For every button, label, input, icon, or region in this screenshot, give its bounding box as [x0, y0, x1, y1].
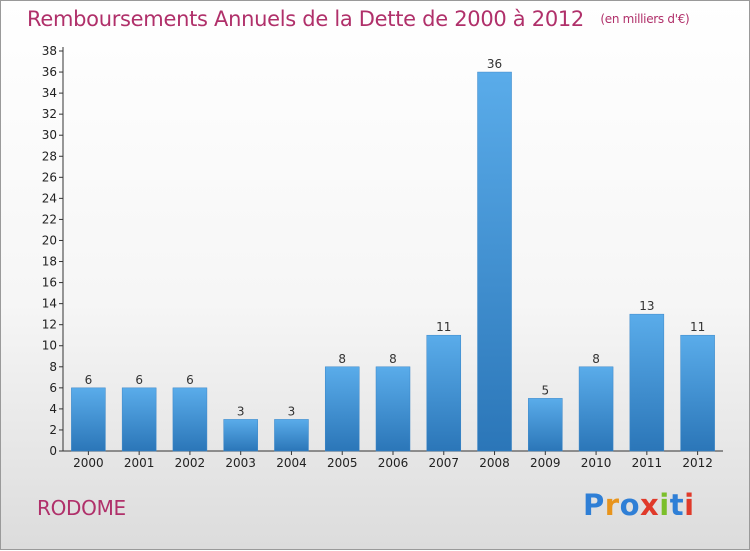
bar [121, 387, 157, 452]
y-tick-label: 30 [42, 128, 57, 142]
bar-value-label: 8 [338, 352, 346, 366]
y-tick-label: 32 [42, 107, 57, 121]
bar [223, 419, 258, 452]
bar [71, 387, 106, 452]
bar-value-label: 13 [639, 299, 654, 313]
logo-letter: i [684, 488, 695, 522]
y-tick-label: 22 [42, 212, 57, 226]
y-tick-label: 8 [49, 360, 57, 374]
y-tick-label: 6 [49, 381, 57, 395]
bar-value-label: 11 [690, 320, 705, 334]
bar-value-label: 3 [288, 404, 296, 418]
y-tick-label: 16 [42, 276, 57, 290]
chart-title: Remboursements Annuels de la Dette de 20… [27, 7, 690, 31]
bar [578, 366, 614, 452]
x-tick-label: 2004 [276, 456, 307, 470]
logo-letter: o [619, 488, 641, 522]
commune-name: RODOME [37, 496, 126, 520]
x-tick-label: 2000 [73, 456, 104, 470]
chart-unit: (en milliers d'€) [600, 12, 690, 26]
bar-value-label: 6 [135, 373, 143, 387]
logo-letter: t [669, 488, 685, 522]
chart-bars: 6 6 6 3 3 8 8 11 36 5 8 13 11 [71, 57, 715, 452]
bar-value-label: 5 [541, 383, 549, 397]
y-tick-label: 2 [49, 423, 57, 437]
bar-value-label: 3 [237, 404, 245, 418]
logo-letter: P [583, 488, 605, 522]
bar [172, 387, 208, 452]
bar-value-label: 6 [186, 373, 194, 387]
bar-value-label: 8 [389, 352, 397, 366]
bar [426, 334, 462, 452]
y-tick-label: 14 [42, 297, 57, 311]
proxiti-logo: Proxiti [583, 488, 695, 522]
y-tick-label: 34 [42, 86, 57, 100]
x-tick-label: 2002 [175, 456, 206, 470]
y-tick-label: 38 [42, 44, 57, 58]
bar [324, 366, 360, 452]
y-tick-label: 4 [49, 402, 57, 416]
y-tick-label: 18 [42, 255, 57, 269]
bar [680, 334, 715, 452]
x-tick-label: 2008 [479, 456, 510, 470]
logo-letter: i [659, 488, 670, 522]
bar-value-label: 36 [487, 57, 502, 71]
y-tick-label: 24 [42, 191, 57, 205]
x-tick-label: 2001 [124, 456, 155, 470]
logo-letter: x [640, 488, 660, 522]
bar [528, 398, 563, 452]
y-tick-label: 26 [42, 170, 57, 184]
y-tick-label: 10 [42, 339, 57, 353]
x-tick-label: 2003 [225, 456, 256, 470]
y-tick-label: 12 [42, 318, 57, 332]
logo-letter: r [604, 488, 620, 522]
y-tick-label: 36 [42, 65, 57, 79]
bar-value-label: 6 [85, 373, 93, 387]
x-tick-label: 2012 [682, 456, 713, 470]
bar [274, 419, 309, 452]
x-tick-label: 2011 [632, 456, 663, 470]
chart-title-text: Remboursements Annuels de la Dette de 20… [27, 7, 584, 31]
bar-value-label: 8 [592, 352, 600, 366]
x-tick-label: 2009 [530, 456, 561, 470]
x-tick-label: 2006 [378, 456, 409, 470]
bar [629, 313, 665, 452]
bar [477, 71, 512, 452]
bar [375, 366, 411, 452]
x-tick-label: 2005 [327, 456, 358, 470]
y-tick-label: 20 [42, 233, 57, 247]
y-tick-label: 0 [49, 444, 57, 458]
x-tick-label: 2010 [581, 456, 612, 470]
y-tick-label: 28 [42, 149, 57, 163]
x-tick-label: 2007 [428, 456, 459, 470]
bar-value-label: 11 [436, 320, 451, 334]
